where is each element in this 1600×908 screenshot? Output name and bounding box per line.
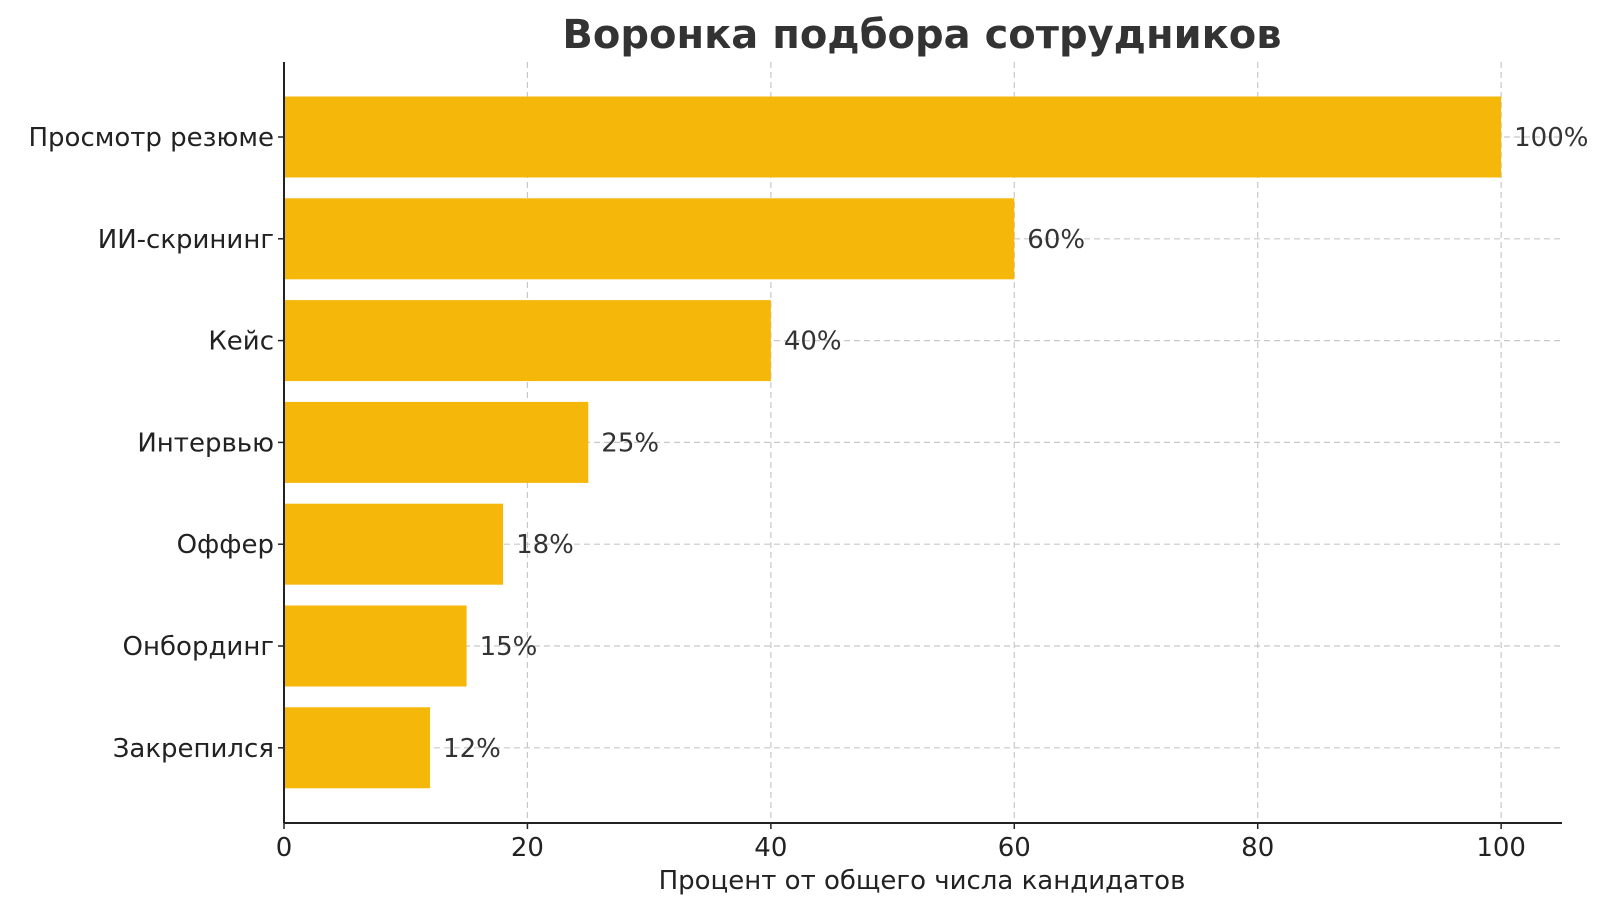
bar	[284, 707, 431, 789]
category-label: Кейс	[208, 327, 274, 357]
category-label: Онбординг	[123, 632, 274, 662]
x-tick-label: 80	[1241, 833, 1274, 863]
x-tick-label: 60	[998, 833, 1031, 863]
value-label: 12%	[443, 734, 501, 764]
category-label: Оффер	[177, 530, 274, 560]
x-tick-label: 20	[511, 833, 544, 863]
x-tick-label: 100	[1476, 833, 1526, 863]
category-label: Закрепился	[113, 734, 274, 764]
axes-layer	[278, 62, 1562, 829]
value-label: 100%	[1514, 123, 1588, 153]
x-tick-label: 0	[276, 833, 293, 863]
value-label: 18%	[516, 530, 574, 560]
category-label: Интервью	[137, 428, 274, 458]
value-label: 60%	[1027, 225, 1085, 255]
bar	[284, 503, 504, 585]
bar	[284, 605, 467, 687]
value-label: 40%	[784, 327, 842, 357]
category-label: Просмотр резюме	[28, 123, 274, 153]
x-tick-label: 40	[754, 833, 787, 863]
bars-layer	[284, 96, 1502, 789]
chart-title: Воронка подбора сотрудников	[562, 12, 1281, 58]
labels-layer: 100% Просмотр резюме 60% ИИ-скрининг 40% Кейс…	[28, 123, 1588, 863]
bar	[284, 300, 771, 382]
value-label: 15%	[480, 632, 538, 662]
x-axis-title: Процент от общего числа кандидатов	[659, 866, 1186, 896]
bar	[284, 96, 1502, 178]
bar	[284, 401, 589, 483]
category-label: ИИ-скрининг	[98, 225, 274, 255]
bar	[284, 198, 1015, 280]
value-label: 25%	[601, 428, 659, 458]
